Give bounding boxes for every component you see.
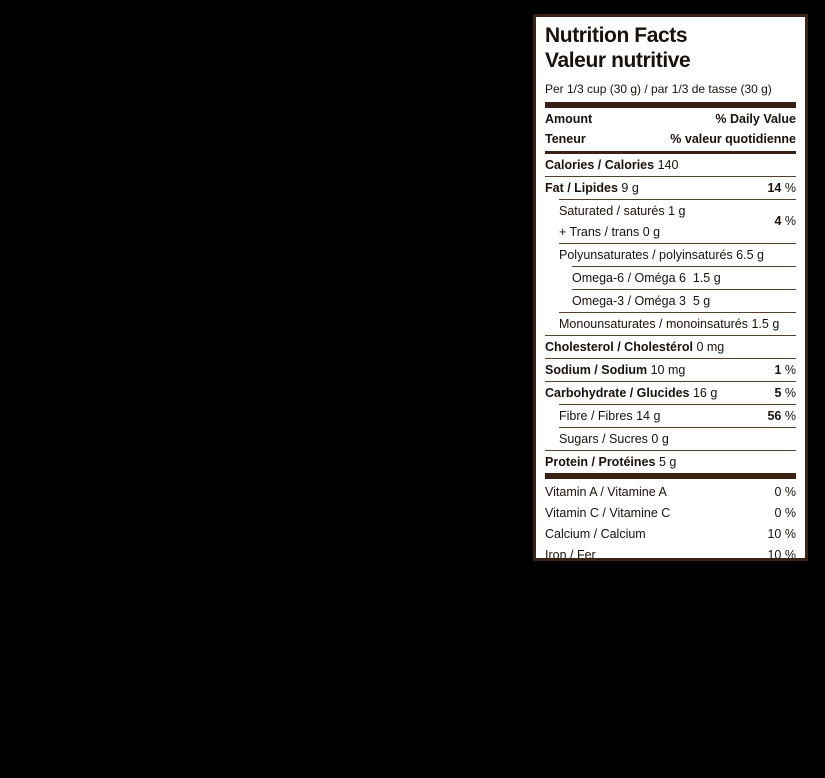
header-row-english: Amount % Daily Value (545, 109, 796, 129)
header-row-french: Teneur % valeur quotidienne (545, 129, 796, 149)
nutrient-row-omega3: Omega-3 / Oméga 3 5 g (572, 289, 796, 312)
divider-medium-header (545, 151, 796, 154)
serving-size: Per 1/3 cup (30 g) / par 1/3 de tasse (3… (545, 82, 772, 96)
nutrient-row-sugars: Sugars / Sucres 0 g (559, 427, 796, 450)
vitamins-minerals-section: Vitamin A / Vitamine A 0 % Vitamin C / V… (545, 479, 796, 561)
nutrient-row-fibre: Fibre / Fibres 14 g 56 % (559, 404, 796, 427)
nutrient-row-polyunsaturates: Polyunsaturates / polyinsaturés 6.5 g (559, 243, 796, 266)
amount-daily-value-header: Amount % Daily Value Teneur % valeur quo… (545, 108, 796, 151)
label-title-english: Nutrition Facts (545, 24, 688, 47)
nutrition-facts-label: Nutrition Facts Valeur nutritive Per 1/3… (533, 14, 808, 561)
nutrient-row-protein: Protein / Protéines 5 g (545, 450, 796, 473)
mineral-row-iron: Iron / Fer 10 % (545, 545, 796, 561)
nutrient-row-sodium: Sodium / Sodium 10 mg 1 % (545, 358, 796, 381)
nutrient-row-calories: Calories / Calories 140 (545, 157, 679, 172)
divider-thick-top (545, 102, 796, 108)
mineral-row-calcium: Calcium / Calcium 10 % (545, 524, 796, 545)
calcium-label: Calcium / Calcium (545, 527, 646, 541)
vitamin-row-a: Vitamin A / Vitamine A 0 % (545, 482, 796, 503)
amount-label-en: Amount (545, 112, 593, 126)
divider-thick-bottom (545, 473, 796, 479)
nutrient-row-monounsaturates: Monounsaturates / monoinsaturés 1.5 g (559, 312, 796, 335)
label-title-french: Valeur nutritive (545, 49, 691, 72)
daily-value-label-en: % Daily Value (715, 112, 796, 126)
saturated-line: Saturated / saturés 1 g (559, 203, 686, 218)
nutrient-row-saturated-trans: Saturated / saturés 1 g + Trans / trans … (559, 199, 796, 243)
nutrient-row-fat: Fat / Lipides 9 g 14 % (545, 176, 796, 199)
vitamin-c-label: Vitamin C / Vitamine C (545, 506, 671, 520)
iron-label: Iron / Fer (545, 548, 596, 561)
nutrient-row-omega6: Omega-6 / Oméga 6 1.5 g (572, 266, 796, 289)
vitamin-a-label: Vitamin A / Vitamine A (545, 485, 667, 499)
nutrient-row-cholesterol: Cholesterol / Cholestérol 0 mg (545, 335, 796, 358)
trans-line: + Trans / trans 0 g (559, 224, 661, 239)
vitamin-row-c: Vitamin C / Vitamine C 0 % (545, 503, 796, 524)
daily-value-label-fr: % valeur quotidienne (670, 132, 796, 146)
nutrient-row-carbohydrate: Carbohydrate / Glucides 16 g 5 % (545, 381, 796, 404)
amount-label-fr: Teneur (545, 132, 586, 146)
